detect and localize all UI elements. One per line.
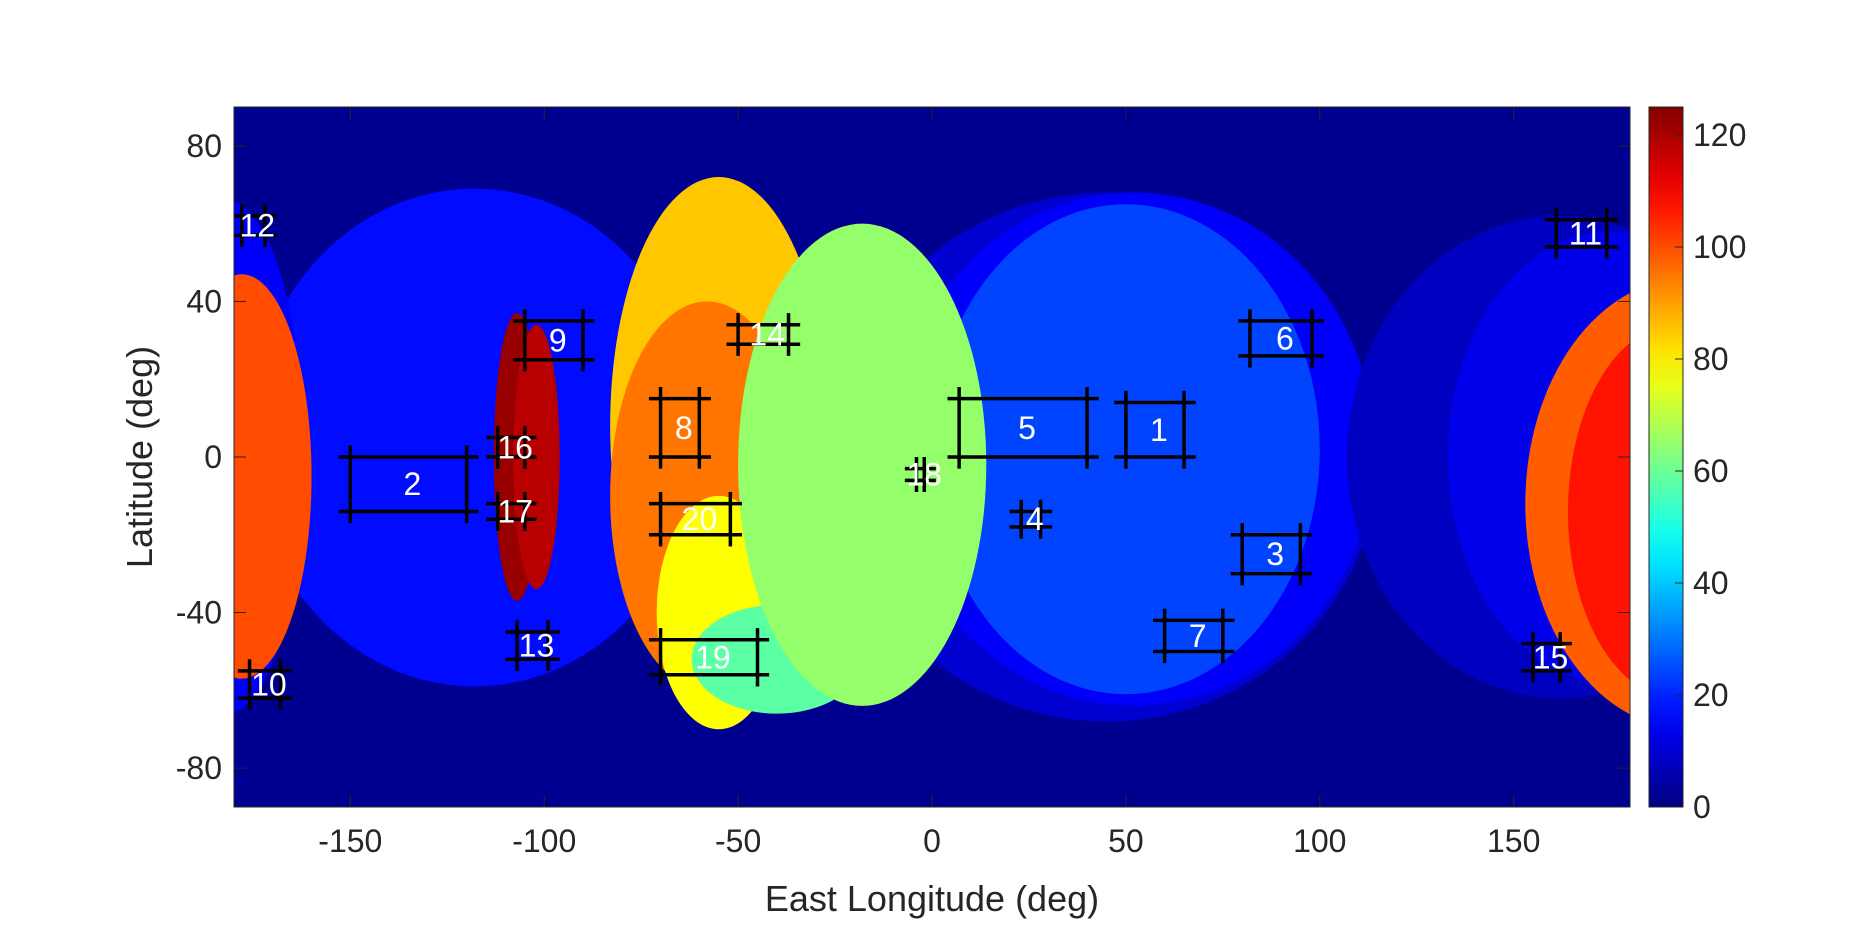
target-region-5: 5 — [947, 387, 1099, 469]
colorbar: 0 20 40 60 80 100 120 — [1648, 106, 1746, 825]
target-region-4: 4 — [1009, 499, 1053, 539]
region-17-label: 17 — [497, 493, 533, 529]
colorbar-tick-label: 120 — [1693, 117, 1746, 153]
y-tick-label: -80 — [176, 750, 222, 786]
coverage-area-17 — [1567, 342, 1630, 681]
coverage-area-13 — [738, 223, 987, 706]
x-axis-ticks: -150 -100 -50 0 50 100 150 — [318, 107, 1540, 859]
target-region-16: 16 — [486, 425, 537, 469]
region-2-label: 2 — [403, 466, 421, 502]
target-region-10: 10 — [237, 659, 293, 710]
target-region-7: 7 — [1153, 608, 1235, 664]
y-axis-ticks: 80 40 0 -40 -80 — [176, 128, 1630, 786]
target-region-14: 14 — [726, 313, 801, 356]
target-region-11: 11 — [1544, 208, 1619, 259]
region-8-label: 8 — [675, 410, 693, 446]
target-region-19: 19 — [648, 628, 770, 687]
x-axis-label: East Longitude (deg) — [765, 878, 1099, 919]
target-region-2: 2 — [338, 445, 479, 524]
region-15-label: 15 — [1533, 639, 1569, 675]
region-3-label: 3 — [1266, 536, 1284, 572]
colorbar-tick-label: 20 — [1693, 677, 1729, 713]
region-5-label: 5 — [1018, 410, 1036, 446]
target-region-1: 1 — [1114, 390, 1196, 469]
colorbar-tick-label: 100 — [1693, 229, 1746, 265]
target-region-9: 9 — [513, 309, 595, 372]
region-4-label: 4 — [1026, 501, 1044, 537]
region-6-label: 6 — [1276, 320, 1294, 356]
region-13-label: 13 — [519, 628, 555, 664]
x-tick-label: 150 — [1487, 823, 1540, 859]
coverage-area-8 — [234, 274, 312, 679]
y-tick-label: -40 — [176, 595, 222, 631]
region-9-label: 9 — [549, 322, 567, 358]
target-region-13: 13 — [505, 620, 560, 671]
target-region-6: 6 — [1238, 309, 1324, 368]
target-region-12: 12 — [234, 204, 277, 247]
region-19-label: 19 — [695, 639, 731, 675]
x-tick-label: 50 — [1108, 823, 1144, 859]
x-tick-label: -150 — [318, 823, 382, 859]
y-tick-label: 0 — [204, 439, 222, 475]
x-tick-label: -50 — [715, 823, 761, 859]
region-18-label: 18 — [906, 457, 942, 493]
x-tick-label: 100 — [1293, 823, 1346, 859]
region-20-label: 20 — [682, 501, 718, 537]
colorbar-bar — [1648, 106, 1684, 808]
coverage-area-1 — [249, 188, 700, 687]
region-10-label: 10 — [251, 667, 287, 703]
region-12-label: 12 — [239, 208, 275, 244]
y-tick-label: 80 — [186, 128, 222, 164]
coverage-layer — [234, 177, 1630, 730]
target-region-8: 8 — [648, 387, 711, 469]
region-11-label: 11 — [1569, 215, 1602, 251]
y-axis-label: Latitude (deg) — [119, 346, 160, 568]
target-region-15: 15 — [1521, 632, 1572, 683]
colorbar-tick-label: 60 — [1693, 453, 1729, 489]
colorbar-ticks: 0 20 40 60 80 100 120 — [1675, 117, 1746, 825]
region-1-label: 1 — [1150, 412, 1168, 448]
colorbar-tick-label: 40 — [1693, 565, 1729, 601]
x-tick-label: 0 — [923, 823, 941, 859]
y-tick-label: 40 — [186, 283, 222, 319]
colorbar-tick-label: 0 — [1693, 789, 1711, 825]
target-region-20: 20 — [648, 492, 742, 547]
region-14-label: 14 — [749, 317, 785, 353]
target-region-17: 17 — [486, 492, 537, 531]
colorbar-tick-label: 80 — [1693, 341, 1729, 377]
x-tick-label: -100 — [512, 823, 576, 859]
target-region-18: 18 — [904, 457, 942, 493]
region-7-label: 7 — [1189, 618, 1207, 654]
target-region-3: 3 — [1230, 523, 1313, 586]
region-16-label: 16 — [497, 429, 533, 465]
